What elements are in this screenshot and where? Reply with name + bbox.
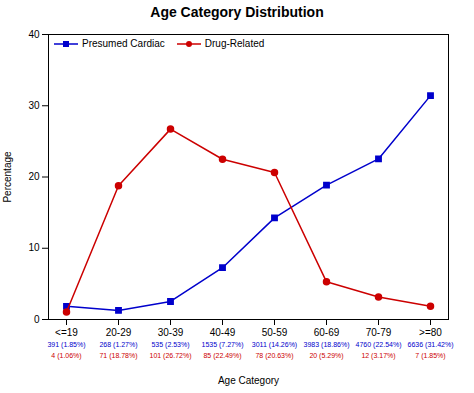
svg-text:20 (5.29%): 20 (5.29%)	[309, 352, 343, 360]
svg-text:12 (3.17%): 12 (3.17%)	[361, 352, 395, 360]
svg-text:1535 (7.27%): 1535 (7.27%)	[201, 341, 243, 349]
svg-text:50-59: 50-59	[262, 327, 288, 338]
svg-text:30-39: 30-39	[158, 327, 184, 338]
html-text:Presumed Cardiac: Presumed Cardiac	[82, 38, 165, 49]
svg-text:3011 (14.26%): 3011 (14.26%)	[252, 341, 297, 349]
svg-text:535 (2.53%): 535 (2.53%)	[151, 341, 189, 349]
svg-text:268 (1.27%): 268 (1.27%)	[99, 341, 137, 349]
svg-text:6636 (31.42%): 6636 (31.42%)	[408, 341, 454, 349]
svg-text:30: 30	[28, 100, 40, 111]
svg-text:78 (20.63%): 78 (20.63%)	[255, 352, 293, 360]
svg-text:10: 10	[28, 242, 40, 253]
svg-text:Age Category: Age Category	[218, 375, 279, 386]
svg-text:20: 20	[28, 171, 40, 182]
svg-text:85 (22.49%): 85 (22.49%)	[203, 352, 241, 360]
svg-text:7 (1.85%): 7 (1.85%)	[415, 352, 445, 360]
svg-text:4 (1.06%): 4 (1.06%)	[51, 352, 81, 360]
svg-text:>=80: >=80	[419, 327, 442, 338]
svg-text:60-69: 60-69	[314, 327, 340, 338]
svg-text:4760 (22.54%): 4760 (22.54%)	[356, 341, 402, 349]
svg-text:40: 40	[28, 29, 40, 40]
svg-text:70-79: 70-79	[366, 327, 392, 338]
svg-text:391 (1.85%): 391 (1.85%)	[47, 341, 85, 349]
svg-text:<=19: <=19	[55, 327, 78, 338]
html-text:Drug-Related: Drug-Related	[204, 38, 265, 49]
svg-text:40-49: 40-49	[210, 327, 236, 338]
svg-text:Percentage: Percentage	[2, 151, 13, 203]
svg-text:20-29: 20-29	[106, 327, 132, 338]
svg-text:0: 0	[34, 314, 40, 325]
svg-text:3983 (18.86%): 3983 (18.86%)	[304, 341, 350, 349]
html-text:Age Category Distribution: Age Category Distribution	[150, 4, 324, 20]
svg-text:101 (26.72%): 101 (26.72%)	[149, 352, 191, 360]
svg-text:71 (18.78%): 71 (18.78%)	[99, 352, 137, 360]
